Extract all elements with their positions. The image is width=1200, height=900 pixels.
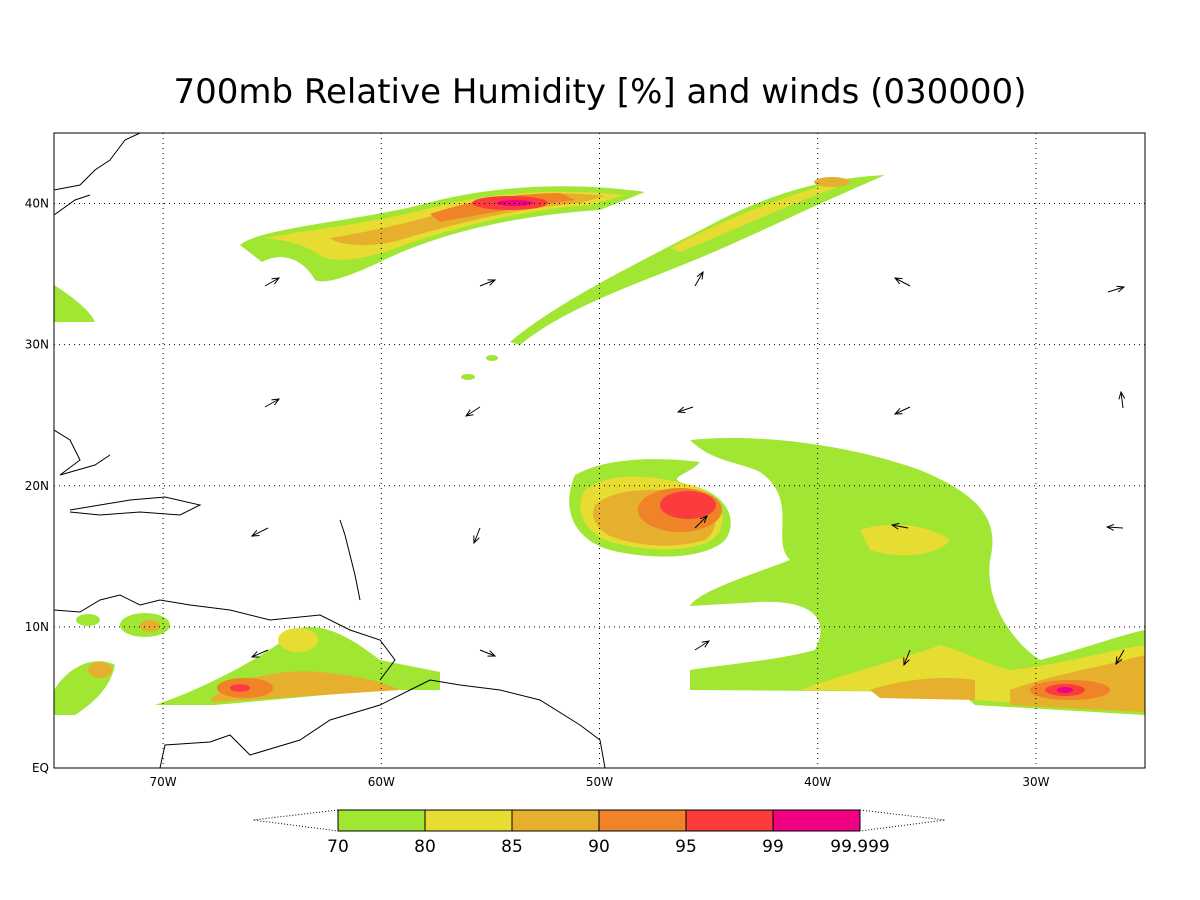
- wind-arrow: [895, 278, 911, 287]
- wind-arrow: [678, 406, 694, 412]
- coastline: [69, 496, 202, 516]
- colorbar-swatch: [424, 809, 513, 832]
- map-title: 700mb Relative Humidity [%] and winds (0…: [174, 72, 1027, 112]
- humidity-area: [461, 374, 475, 380]
- wind-arrow: [892, 525, 909, 528]
- colorbar-swatch: [772, 809, 861, 832]
- wind-arrow: [895, 406, 911, 414]
- wind-arrow: [479, 649, 495, 656]
- wind-arrow: [1116, 649, 1125, 664]
- wind-arrow: [264, 278, 279, 287]
- wind-arrow: [1121, 392, 1123, 409]
- coastline: [54, 133, 141, 216]
- y-tick-label: EQ: [32, 761, 49, 775]
- colorbar-label: 85: [501, 837, 523, 857]
- colorbar-extension: [859, 809, 946, 832]
- wind-arrow: [474, 527, 481, 543]
- wind-arrow: [466, 406, 481, 416]
- humidity-area: [278, 628, 318, 652]
- coastline: [339, 519, 361, 601]
- humidity-field: [54, 175, 1145, 715]
- humidity-area: [670, 178, 850, 252]
- humidity-area: [230, 684, 250, 692]
- humidity-area: [88, 662, 112, 678]
- y-tick-label: 30N: [25, 338, 49, 352]
- coastline: [54, 429, 111, 476]
- wind-arrow: [252, 527, 269, 536]
- colorbar: 70 80 85 90 95 99 99.999: [252, 809, 946, 857]
- humidity-area: [54, 285, 95, 322]
- colorbar-swatch: [598, 809, 687, 832]
- wind-arrow: [1107, 287, 1124, 293]
- x-tick-label: 60W: [368, 775, 395, 789]
- humidity-area: [140, 620, 160, 632]
- grid: [54, 133, 1145, 768]
- wind-arrow: [694, 641, 709, 651]
- colorbar-extension: [252, 809, 339, 832]
- colorbar-label: 99: [762, 837, 784, 857]
- wind-arrow: [1107, 527, 1124, 528]
- colorbar-swatch: [511, 809, 600, 832]
- wind-arrow: [694, 516, 707, 529]
- coastline: [159, 679, 606, 768]
- axis-labels: 70W 60W 50W 40W 30W EQ 10N 20N 30N 40N: [25, 197, 1050, 789]
- wind-vectors: [252, 272, 1124, 665]
- humidity-area: [814, 177, 850, 187]
- y-tick-label: 20N: [25, 479, 49, 493]
- humidity-area: [690, 438, 1145, 715]
- colorbar-label: 70: [327, 837, 349, 857]
- humidity-area: [486, 355, 498, 361]
- coastlines: [54, 133, 606, 768]
- x-tick-label: 70W: [150, 775, 177, 789]
- colorbar-label: 99.999: [830, 837, 889, 857]
- humidity-area: [1057, 687, 1073, 693]
- colorbar-label: 80: [414, 837, 436, 857]
- wind-arrow: [252, 649, 269, 657]
- y-tick-label: 10N: [25, 620, 49, 634]
- wind-arrow: [694, 272, 703, 287]
- colorbar-label: 95: [675, 837, 697, 857]
- colorbar-swatch: [685, 809, 774, 832]
- humidity-area: [860, 524, 950, 556]
- wind-arrow: [904, 649, 911, 665]
- y-tick-label: 40N: [25, 197, 49, 211]
- wind-arrow: [479, 280, 495, 287]
- humidity-area: [870, 678, 975, 700]
- colorbar-label: 90: [588, 837, 610, 857]
- wind-arrow: [264, 399, 279, 408]
- colorbar-swatch: [337, 809, 426, 832]
- map-frame: [53, 132, 1146, 769]
- humidity-area: [76, 614, 100, 626]
- coastline: [54, 594, 396, 681]
- x-tick-label: 50W: [586, 775, 613, 789]
- x-tick-label: 40W: [804, 775, 831, 789]
- x-tick-label: 30W: [1022, 775, 1049, 789]
- humidity-area: [660, 491, 716, 519]
- humidity-area: [497, 200, 533, 206]
